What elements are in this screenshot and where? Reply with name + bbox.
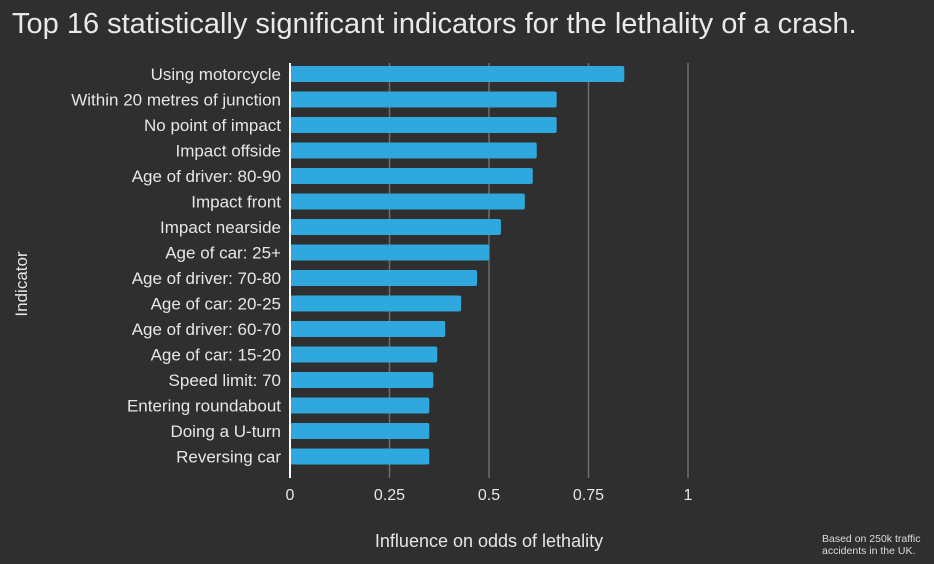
x-tick-label: 0.25 bbox=[374, 487, 405, 504]
bar bbox=[290, 142, 537, 159]
x-tick-labels: 0 0.25 0.5 0.75 1 bbox=[286, 487, 693, 504]
category-label: Age of car: 25+ bbox=[165, 244, 281, 263]
x-tick-label: 0.5 bbox=[478, 487, 500, 504]
category-label: Doing a U-turn bbox=[170, 422, 281, 441]
bar bbox=[290, 168, 533, 184]
category-label: Impact offside bbox=[175, 142, 281, 161]
category-label: Impact nearside bbox=[160, 218, 281, 237]
bar bbox=[290, 270, 478, 286]
x-tick-label: 1 bbox=[684, 487, 693, 504]
category-label: Age of driver: 60-70 bbox=[132, 320, 281, 339]
bars bbox=[290, 66, 625, 465]
x-axis-title: Influence on odds of lethality bbox=[375, 531, 603, 551]
category-label: Speed limit: 70 bbox=[169, 371, 281, 390]
bar bbox=[290, 397, 430, 414]
bar bbox=[290, 91, 557, 108]
category-label: Within 20 metres of junction bbox=[71, 91, 281, 110]
bar bbox=[290, 423, 430, 439]
bar bbox=[290, 66, 625, 82]
category-label: Reversing car bbox=[176, 448, 281, 467]
bar bbox=[290, 244, 489, 261]
category-label: Age of car: 20-25 bbox=[151, 295, 281, 314]
category-label: Impact front bbox=[191, 193, 281, 212]
bar bbox=[290, 346, 438, 363]
bar bbox=[290, 448, 430, 465]
bar bbox=[290, 295, 462, 312]
x-tick-label: 0 bbox=[286, 487, 295, 504]
source-note: Based on 250k traffic accidents in the U… bbox=[822, 533, 921, 557]
category-label: Entering roundabout bbox=[127, 397, 281, 416]
bar bbox=[290, 219, 501, 235]
x-tick-label: 0.75 bbox=[573, 487, 604, 504]
bar bbox=[290, 117, 557, 133]
bar bbox=[290, 321, 446, 337]
bar bbox=[290, 193, 525, 210]
category-label: Age of car: 15-20 bbox=[151, 346, 281, 365]
category-label: Age of driver: 70-80 bbox=[132, 269, 281, 288]
bar bbox=[290, 372, 434, 388]
category-label: Using motorcycle bbox=[151, 65, 281, 84]
y-axis-title: Indicator bbox=[12, 251, 31, 317]
category-labels: Using motorcycle Within 20 metres of junc… bbox=[71, 65, 281, 467]
chart-title: Top 16 statistically significant indicat… bbox=[12, 8, 857, 40]
category-label: Age of driver: 80-90 bbox=[132, 167, 281, 186]
category-label: No point of impact bbox=[144, 116, 281, 135]
